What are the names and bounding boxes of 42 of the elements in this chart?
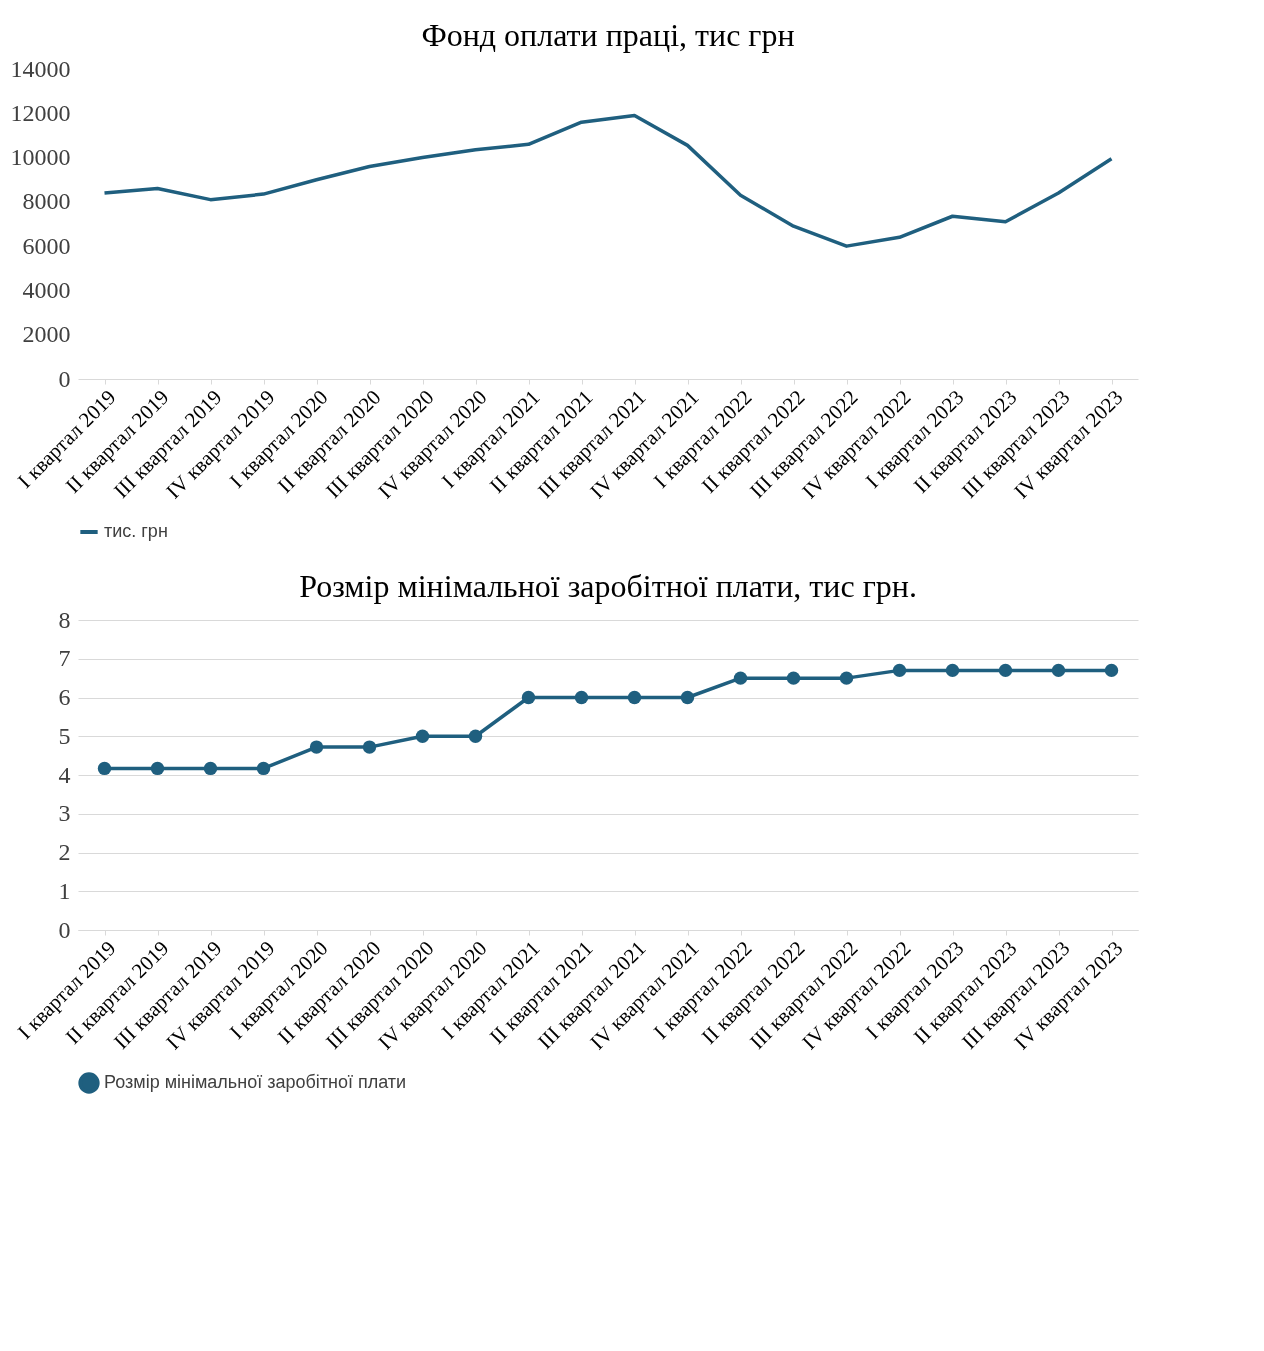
point bbox=[256, 761, 271, 776]
point bbox=[415, 729, 430, 743]
point bbox=[680, 690, 695, 705]
point bbox=[892, 663, 907, 678]
chart-title: Фонд оплати праці, тис грн bbox=[421, 17, 795, 53]
point bbox=[521, 690, 536, 705]
point bbox=[309, 740, 324, 754]
y-tick-label: 2000 bbox=[22, 321, 71, 348]
y-tick-label: 0 bbox=[58, 365, 71, 392]
point bbox=[150, 761, 165, 776]
y-tick-label: 7 bbox=[58, 645, 71, 672]
y-tick-label: 10000 bbox=[10, 144, 71, 171]
y-tick-label: 5 bbox=[58, 722, 71, 749]
y-tick-label: 6000 bbox=[22, 232, 71, 259]
point bbox=[786, 671, 801, 685]
chart-title: Розмір мінімальної заробітної плати, тис грн. bbox=[299, 568, 917, 604]
y-tick-label: 3 bbox=[58, 800, 71, 827]
point bbox=[627, 690, 642, 705]
legend-label: Розмір мінімальної заробітної плати bbox=[104, 1072, 407, 1092]
point bbox=[1051, 663, 1066, 678]
line-series bbox=[102, 113, 1114, 248]
point bbox=[468, 729, 483, 743]
legend-label: тис. грн bbox=[104, 521, 168, 541]
point bbox=[945, 663, 960, 678]
y-tick-label: 4000 bbox=[22, 276, 71, 303]
point bbox=[998, 663, 1013, 678]
point bbox=[362, 740, 377, 754]
point bbox=[574, 690, 589, 705]
y-tick-label: 2 bbox=[58, 839, 71, 865]
point bbox=[839, 671, 854, 685]
point bbox=[203, 761, 218, 776]
y-tick-label: 8000 bbox=[22, 188, 71, 215]
y-tick-label: 8 bbox=[58, 606, 71, 633]
point bbox=[97, 761, 112, 776]
y-tick-label: 12000 bbox=[10, 99, 71, 126]
point bbox=[733, 671, 748, 685]
y-tick-label: 4 bbox=[58, 761, 71, 788]
y-tick-label: 0 bbox=[58, 916, 71, 943]
point bbox=[1104, 663, 1119, 678]
y-tick-label: 6 bbox=[58, 684, 71, 710]
y-tick-label: 14000 bbox=[10, 55, 71, 82]
y-tick-label: 1 bbox=[58, 877, 71, 904]
